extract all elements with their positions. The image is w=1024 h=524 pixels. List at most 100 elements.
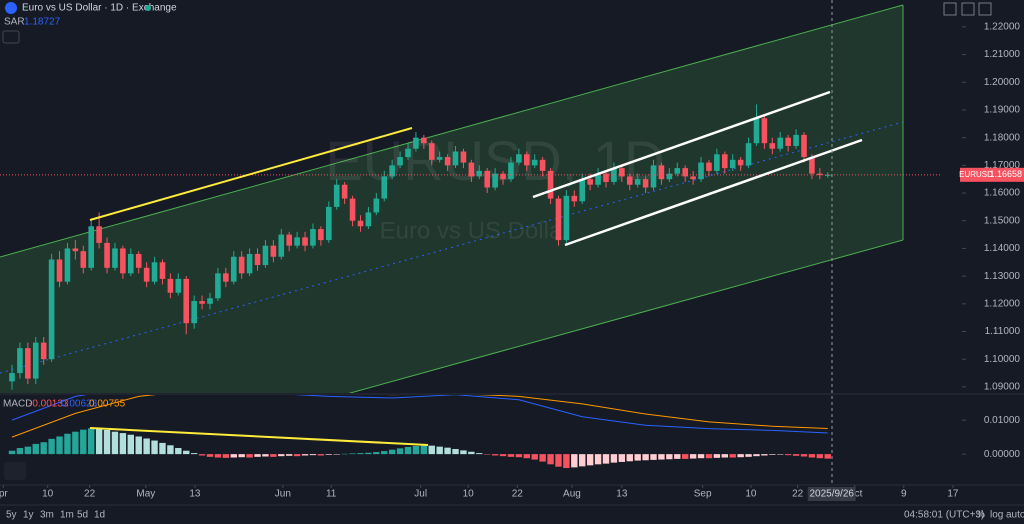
candle-body	[650, 165, 657, 188]
scale-option[interactable]: %	[976, 510, 985, 521]
histogram-bar	[650, 454, 657, 460]
candle-body	[349, 198, 356, 221]
toolbar-icon[interactable]	[978, 2, 992, 16]
signal-line	[11, 395, 828, 438]
histogram-bar	[8, 450, 16, 455]
histogram-bar	[531, 454, 538, 460]
candle-body	[563, 195, 570, 241]
histogram-bar	[468, 451, 475, 455]
candle-body	[333, 184, 340, 207]
range-button[interactable]: 5d	[77, 510, 88, 521]
histogram-bar	[491, 454, 499, 456]
candle-body	[318, 229, 324, 241]
histogram-bar	[618, 454, 626, 462]
histogram-bar	[24, 446, 32, 455]
candle-body	[460, 151, 467, 163]
candle-body	[777, 137, 784, 149]
x-tick-label: 11	[326, 489, 337, 500]
x-tick-label: 9	[901, 489, 907, 500]
candle-body	[143, 267, 150, 282]
histogram-bar	[800, 454, 808, 457]
channel-lower	[348, 239, 904, 393]
candle-body	[310, 229, 316, 246]
range-button[interactable]: 1m	[60, 510, 74, 521]
candle-body	[524, 154, 530, 166]
macd-value: 0.00623	[61, 399, 98, 410]
x-tick-label: pr	[0, 489, 8, 500]
x-tick-label: 10	[42, 489, 54, 500]
candle-body	[175, 278, 182, 293]
histogram-bar	[452, 449, 459, 455]
x-tick-label: Aug	[563, 489, 581, 500]
histogram-bar	[286, 454, 293, 456]
candle-body	[128, 253, 134, 274]
symbol-tag	[960, 167, 992, 182]
x-tick-label: Jul	[414, 489, 427, 500]
candle-body	[120, 248, 126, 274]
histogram-bar	[40, 442, 47, 455]
clock: 04:58:01 (UTC+3)	[904, 510, 984, 521]
histogram-bar	[594, 454, 602, 465]
scale-option[interactable]: auto	[1006, 510, 1024, 521]
histogram-bar	[222, 454, 230, 458]
candle-body	[722, 154, 728, 169]
y-tick-label: 1.19000	[984, 105, 1021, 116]
range-button[interactable]: 1y	[23, 510, 34, 521]
candle-body	[642, 179, 649, 188]
candle-body	[286, 234, 292, 246]
range-button[interactable]: 5y	[6, 510, 17, 521]
candle-body	[547, 170, 554, 199]
histogram-bar	[682, 454, 689, 459]
histogram-bar	[32, 443, 39, 455]
histogram-bar	[444, 447, 451, 455]
candle-body	[484, 170, 490, 188]
logo	[4, 462, 26, 480]
cursor-date-box	[807, 487, 856, 501]
histogram-bar	[523, 454, 530, 459]
candle-body	[48, 259, 55, 360]
candle-body	[238, 256, 245, 274]
range-button[interactable]: 1d	[94, 510, 105, 521]
collapse-button[interactable]	[2, 30, 20, 44]
histogram-bar	[167, 445, 174, 455]
x-tick-label: Jun	[275, 489, 291, 500]
histogram-bar	[270, 454, 277, 457]
signal-value: 0.00755	[89, 399, 126, 410]
range-button[interactable]: 3m	[40, 510, 54, 521]
y-tick-label: 1.09000	[984, 382, 1021, 393]
histogram-bar	[499, 454, 507, 457]
histogram-bar	[729, 454, 736, 458]
histogram-bar	[151, 440, 158, 455]
candle-body	[270, 245, 277, 257]
histogram-bar	[349, 453, 356, 455]
histogram-bar	[705, 454, 713, 459]
histogram-bar	[159, 442, 166, 455]
histogram-bar	[365, 452, 372, 455]
candle-body	[745, 143, 752, 166]
candle-body	[9, 373, 15, 382]
cursor-date: 2025/9/26	[809, 489, 854, 500]
toolbar-icon[interactable]	[943, 2, 957, 16]
histogram-bar	[119, 433, 127, 455]
channel-upper	[0, 4, 904, 258]
macd-name: MACD	[3, 399, 32, 410]
histogram-bar	[278, 454, 285, 457]
candle-body	[80, 251, 87, 268]
candle-body	[151, 262, 158, 282]
x-tick-label: 10	[463, 489, 475, 500]
toolbar-icon[interactable]	[961, 2, 975, 16]
histogram-bar	[111, 431, 119, 455]
candle-body	[397, 157, 403, 166]
candle-body	[666, 173, 673, 180]
scale-option[interactable]: log	[990, 510, 1003, 521]
histogram-bar	[388, 449, 396, 455]
y-tick-label: 0.00000	[984, 449, 1021, 460]
candle-body	[444, 157, 451, 166]
candle-body	[476, 170, 483, 177]
histogram-bar	[412, 445, 420, 455]
candle-body	[199, 301, 205, 304]
macd-hist-value: -0.00133	[29, 399, 69, 410]
candle-body	[603, 173, 609, 182]
candle-body	[191, 301, 197, 324]
indicator-value: 1.18727	[24, 17, 61, 28]
